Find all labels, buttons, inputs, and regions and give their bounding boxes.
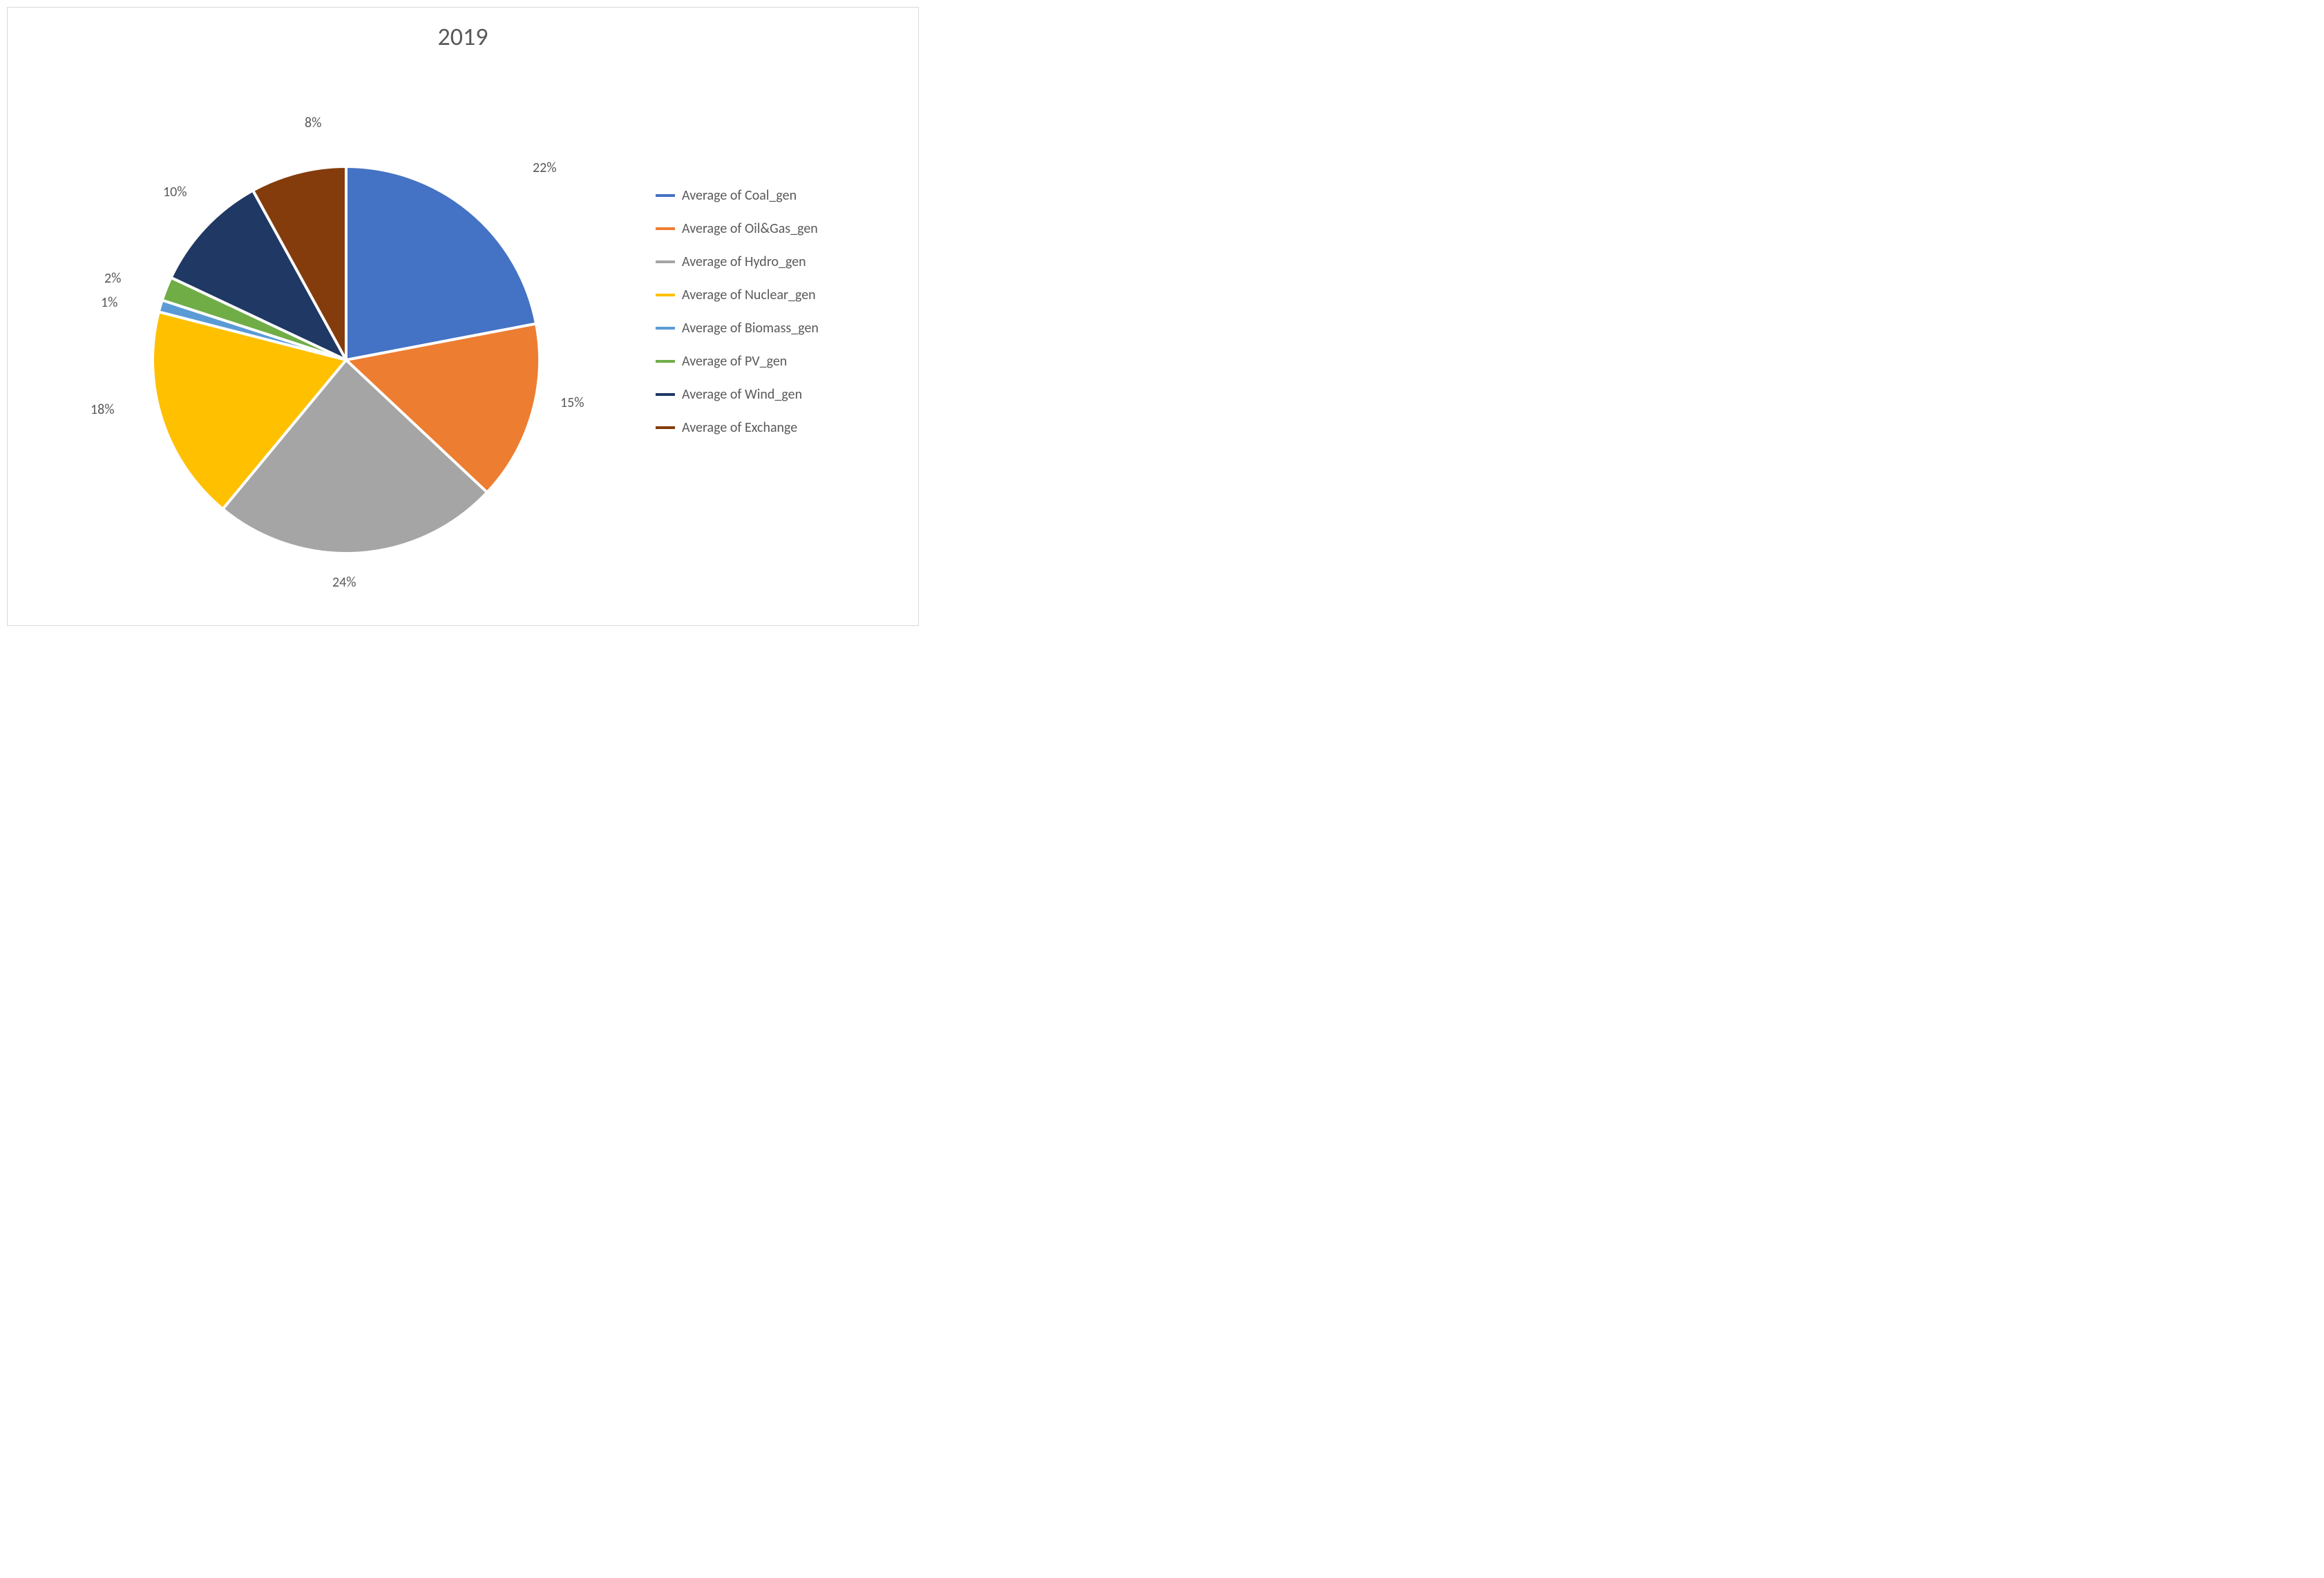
chart-frame: 2019 22% 15% 24% 18% 1% 2% 10% 8% Average of Co… <box>7 7 919 626</box>
legend-label: Average of Biomass_gen <box>682 320 819 336</box>
legend-item: Average of Wind_gen <box>656 386 890 403</box>
legend-marker <box>656 194 675 197</box>
chart-title: 2019 <box>8 21 918 52</box>
data-label: 10% <box>163 184 187 200</box>
legend-item: Average of PV_gen <box>656 353 890 370</box>
legend-label: Average of Wind_gen <box>682 386 802 403</box>
legend-item: Average of Coal_gen <box>656 187 890 204</box>
data-label: 2% <box>104 270 121 287</box>
data-label: 15% <box>560 394 584 411</box>
data-label: 1% <box>101 294 117 311</box>
legend-item: Average of Exchange <box>656 419 890 436</box>
legend-item: Average of Hydro_gen <box>656 254 890 270</box>
data-label: 24% <box>332 574 356 591</box>
legend-label: Average of PV_gen <box>682 353 787 370</box>
data-label: 22% <box>533 160 557 176</box>
legend-item: Average of Nuclear_gen <box>656 287 890 303</box>
legend-marker <box>656 393 675 396</box>
pie-area: 22% 15% 24% 18% 1% 2% 10% 8% <box>35 77 602 616</box>
legend-label: Average of Hydro_gen <box>682 254 806 270</box>
legend-marker <box>656 260 675 263</box>
legend-marker <box>656 360 675 363</box>
legend-item: Average of Biomass_gen <box>656 320 890 336</box>
legend-label: Average of Nuclear_gen <box>682 287 816 303</box>
legend-marker <box>656 294 675 296</box>
legend-item: Average of Oil&Gas_gen <box>656 220 890 237</box>
legend-marker <box>656 426 675 429</box>
legend-label: Average of Oil&Gas_gen <box>682 220 818 237</box>
legend-marker <box>656 327 675 330</box>
legend-label: Average of Coal_gen <box>682 187 797 204</box>
pie-svg <box>35 77 602 616</box>
data-label: 8% <box>305 115 321 131</box>
legend-marker <box>656 227 675 230</box>
legend: Average of Coal_gen Average of Oil&Gas_ge… <box>656 187 890 453</box>
data-label: 18% <box>91 401 115 418</box>
legend-label: Average of Exchange <box>682 419 797 436</box>
